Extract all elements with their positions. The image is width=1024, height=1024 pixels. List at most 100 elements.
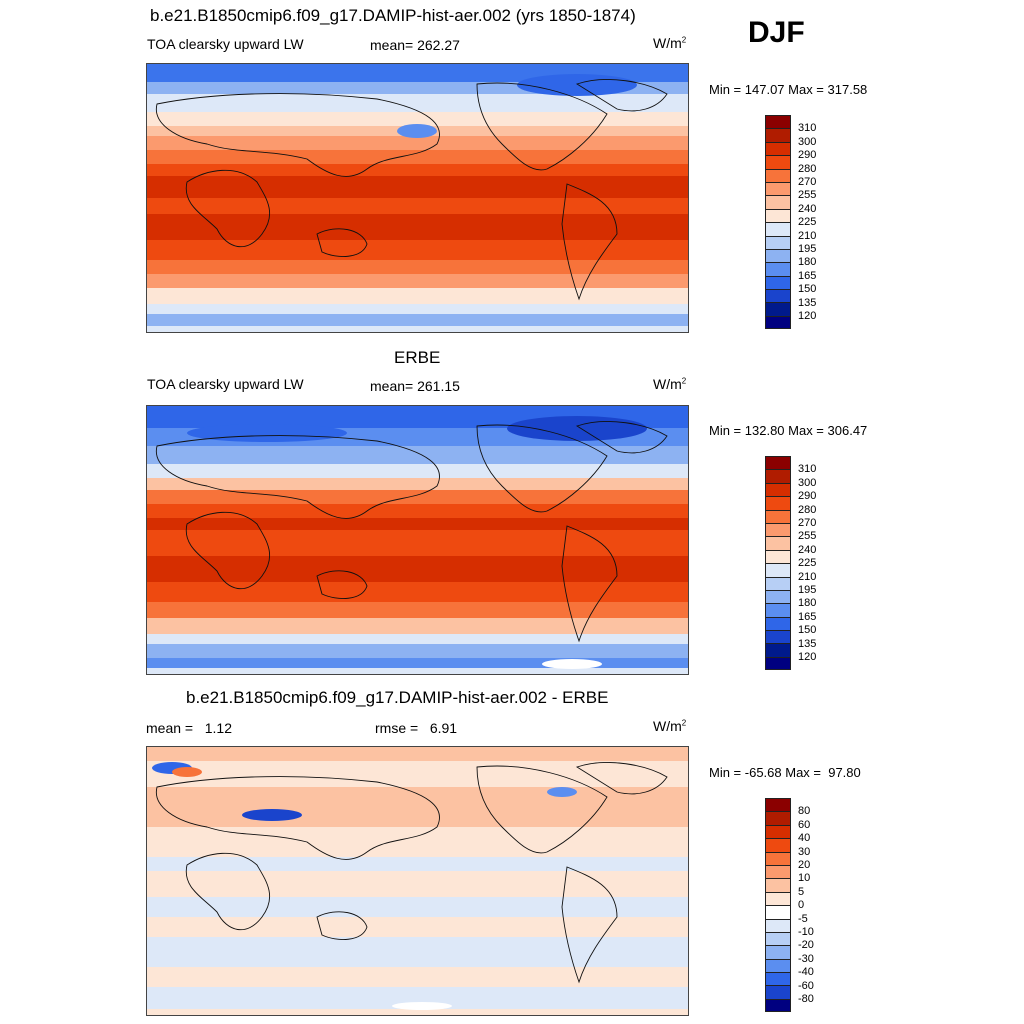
colorbar-box xyxy=(765,878,791,892)
colorbar-tick-label: 240 xyxy=(798,543,817,556)
map-band xyxy=(147,136,688,151)
colorbar-box xyxy=(765,549,791,564)
colorbar-tick-label: 195 xyxy=(798,243,817,255)
panel-3-mean-label: mean = 1.12 xyxy=(146,720,233,736)
colorbar-box xyxy=(765,656,791,671)
colorbar-box xyxy=(765,289,791,303)
map-band xyxy=(147,747,688,762)
colorbar-box xyxy=(765,563,791,577)
colorbar-tick-label: 225 xyxy=(798,216,817,229)
map-band xyxy=(147,897,688,918)
colorbar-tick-label: 165 xyxy=(798,269,817,282)
colorbar-box xyxy=(765,315,791,330)
colorbar-tick-label: -30 xyxy=(798,952,814,965)
panel-3-rmse-label: rmse = 6.91 xyxy=(375,720,458,736)
colorbar-tick-label: 30 xyxy=(798,845,811,858)
map-band xyxy=(147,94,688,113)
colorbar-box xyxy=(765,115,791,129)
panel-1-variable-label: TOA clearsky upward LW xyxy=(147,36,304,52)
map-anomaly-patch xyxy=(392,1002,452,1010)
map-band xyxy=(147,518,688,531)
colorbar-box xyxy=(765,262,791,276)
colorbar-box xyxy=(765,985,791,999)
panel-2-title: ERBE xyxy=(394,348,441,367)
map-band xyxy=(147,214,688,241)
colorbar-box xyxy=(765,589,791,604)
colorbar-box xyxy=(765,155,791,169)
coastline xyxy=(476,424,608,513)
panel-2-minmax: Min = 132.80 Max = 306.47 xyxy=(709,423,868,438)
colorbar-tick-label: 180 xyxy=(798,256,817,269)
coastline xyxy=(561,866,618,984)
colorbar-tick-label: -60 xyxy=(798,979,814,992)
map-band xyxy=(147,490,688,505)
colorbar-box xyxy=(765,456,791,470)
panel-2-mean-label: mean= 261.15 xyxy=(370,378,460,394)
colorbar-box xyxy=(765,536,791,550)
map-band xyxy=(147,326,688,332)
colorbar-box xyxy=(765,958,791,973)
coastline xyxy=(155,93,440,177)
map-band xyxy=(147,871,688,898)
coastline xyxy=(476,765,608,854)
colorbar-tick-label: -10 xyxy=(798,926,814,938)
map-anomaly-patch xyxy=(547,787,577,797)
panel-1-map xyxy=(146,63,689,333)
colorbar-tick-label: 225 xyxy=(798,557,817,570)
colorbar-box xyxy=(765,931,791,946)
map-band xyxy=(147,288,688,305)
coastline xyxy=(561,183,618,301)
colorbar-tick-label: 255 xyxy=(798,530,817,543)
map-band xyxy=(147,634,688,645)
coastline xyxy=(316,911,368,940)
map-band xyxy=(147,260,688,275)
colorbar-tick-label: 80 xyxy=(798,805,811,818)
coastline xyxy=(476,82,608,171)
colorbar-box xyxy=(765,235,791,249)
colorbar-box xyxy=(765,522,791,537)
colorbar-tick-label: 5 xyxy=(798,885,805,898)
colorbar-tick-label: 0 xyxy=(798,899,805,912)
coastline xyxy=(316,228,368,257)
colorbar-tick-label: 120 xyxy=(798,310,817,322)
panel-3-colorbar xyxy=(765,798,791,1013)
panel-1-mean-label: mean= 262.27 xyxy=(370,37,460,53)
colorbar-box xyxy=(765,643,791,657)
colorbar-tick-label: 300 xyxy=(798,476,817,489)
colorbar-box xyxy=(765,851,791,865)
panel-3-minmax: Min = -65.68 Max = 97.80 xyxy=(709,765,861,780)
map-band xyxy=(147,644,688,659)
colorbar-box xyxy=(765,509,791,523)
panel-1-minmax: Min = 147.07 Max = 317.58 xyxy=(709,82,868,97)
colorbar-box xyxy=(765,248,791,263)
colorbar-tick-label: 165 xyxy=(798,610,817,623)
panel-1-units: W/m2 xyxy=(653,35,687,51)
panel-3-title: b.e21.B1850cmip6.f09_g17.DAMIP-hist-aer.… xyxy=(186,688,609,707)
coastline xyxy=(185,852,271,931)
colorbar-box xyxy=(765,576,791,590)
colorbar-tick-label: 150 xyxy=(798,283,817,296)
colorbar-tick-label: -80 xyxy=(798,993,814,1005)
colorbar-box xyxy=(765,302,791,316)
colorbar-tick-label: 20 xyxy=(798,859,811,871)
map-band xyxy=(147,987,688,1010)
colorbar-box xyxy=(765,824,791,839)
colorbar-box xyxy=(765,616,791,631)
colorbar-box xyxy=(765,811,791,825)
map-anomaly-patch xyxy=(517,74,637,96)
map-band xyxy=(147,150,688,165)
colorbar-box xyxy=(765,891,791,906)
colorbar-tick-label: 135 xyxy=(798,296,817,309)
panel-2-variable-label: TOA clearsky upward LW xyxy=(147,376,304,392)
colorbar-tick-label: -20 xyxy=(798,939,814,952)
colorbar-tick-label: 210 xyxy=(798,229,817,242)
colorbar-tick-label: 40 xyxy=(798,832,811,845)
colorbar-tick-label: 290 xyxy=(798,149,817,162)
map-anomaly-patch xyxy=(187,424,347,442)
coastline xyxy=(575,421,668,454)
colorbar-box xyxy=(765,864,791,879)
colorbar-tick-label: 135 xyxy=(798,637,817,650)
colorbar-box xyxy=(765,496,791,510)
map-band xyxy=(147,658,688,669)
map-anomaly-patch xyxy=(397,124,437,138)
